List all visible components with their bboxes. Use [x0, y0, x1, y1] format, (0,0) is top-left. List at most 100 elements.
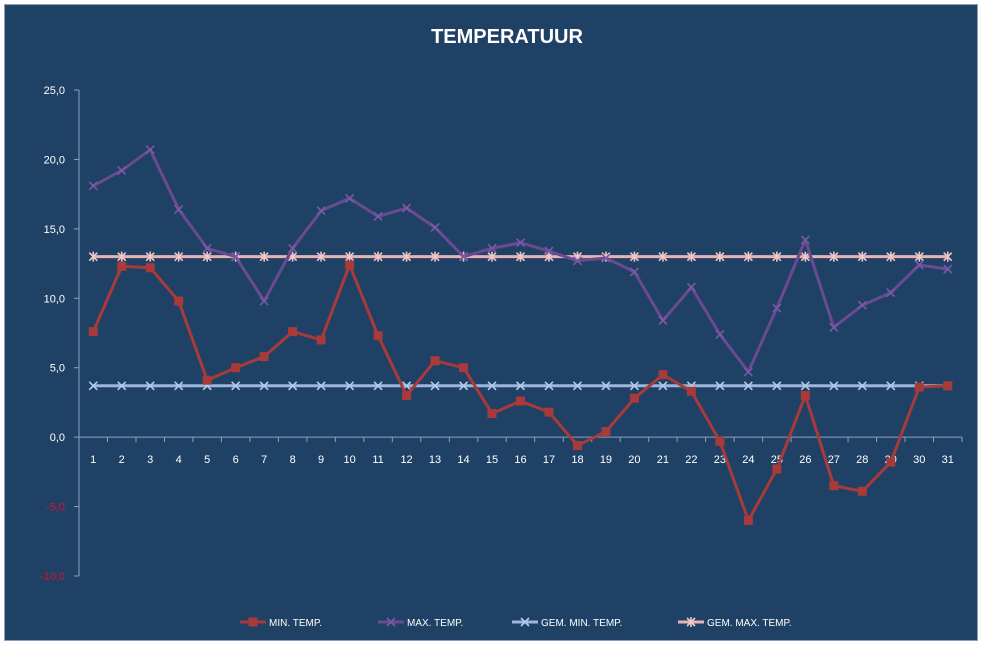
- data-point: [857, 381, 867, 391]
- data-point: [601, 253, 611, 263]
- data-point: [88, 327, 98, 337]
- data-point: [800, 390, 810, 400]
- data-point: [430, 222, 440, 233]
- series-max-temp: [88, 145, 953, 377]
- data-point: [202, 375, 212, 385]
- data-point: [373, 331, 383, 341]
- data-point: [202, 243, 212, 253]
- y-tick-label: -5,0: [46, 502, 65, 514]
- data-point: [857, 486, 867, 496]
- legend-entry: MIN. TEMP.: [240, 617, 322, 629]
- data-point: [145, 381, 155, 391]
- data-point: [316, 251, 326, 262]
- x-tick-label: 24: [742, 454, 754, 466]
- data-point: [544, 407, 554, 417]
- data-point: [373, 211, 383, 221]
- data-point: [88, 251, 98, 262]
- legend-marker: [686, 617, 696, 627]
- x-tick-label: 20: [628, 454, 640, 466]
- legend-entry: GEM. MAX. TEMP.: [678, 617, 792, 629]
- data-point: [829, 481, 839, 491]
- data-point: [316, 381, 326, 391]
- data-point: [117, 261, 127, 271]
- data-point: [259, 296, 269, 306]
- x-tick-label: 1: [90, 454, 96, 466]
- data-point: [515, 251, 526, 262]
- data-point: [288, 327, 298, 337]
- data-point: [800, 381, 810, 391]
- x-tick-label: 17: [543, 454, 555, 466]
- data-point: [629, 393, 639, 403]
- x-tick-label: 28: [856, 454, 868, 466]
- data-point: [914, 382, 924, 392]
- chart-title: TEMPERATUUR: [431, 26, 583, 48]
- data-point: [743, 381, 753, 391]
- data-point: [743, 251, 753, 262]
- data-point: [515, 238, 526, 248]
- y-tick-label: 25,0: [44, 85, 65, 97]
- x-tick-label: 10: [343, 454, 355, 466]
- data-point: [800, 251, 810, 262]
- data-point: [572, 256, 583, 266]
- x-tick-label: 7: [261, 454, 267, 466]
- x-tick-label: 6: [233, 454, 239, 466]
- x-tick-label: 2: [119, 454, 125, 466]
- series-min-temp: [88, 260, 953, 525]
- data-point: [88, 381, 98, 391]
- data-point: [88, 181, 98, 191]
- data-point: [174, 381, 184, 391]
- data-point: [886, 288, 896, 298]
- data-point: [316, 335, 326, 345]
- x-tick-label: 31: [942, 454, 954, 466]
- x-tick-label: 12: [400, 454, 412, 466]
- data-point: [544, 381, 554, 391]
- legend-label: MIN. TEMP.: [269, 618, 322, 629]
- data-point: [658, 370, 668, 380]
- legend-label: MAX. TEMP.: [407, 618, 463, 629]
- data-point: [117, 381, 127, 391]
- data-point: [829, 322, 839, 333]
- legend-marker: [520, 617, 530, 627]
- data-point: [174, 204, 184, 214]
- axes: -10,0-5,00,05,010,015,020,025,01 2 3 4 5 6 7 8 9…: [40, 85, 963, 583]
- x-tick-label: 21: [657, 454, 669, 466]
- y-tick-label: 0,0: [50, 432, 65, 444]
- data-point: [430, 251, 440, 262]
- x-tick-label: 18: [571, 454, 583, 466]
- x-tick-label: 4: [176, 454, 182, 466]
- y-tick-label: 5,0: [50, 363, 65, 375]
- data-point: [231, 381, 241, 391]
- data-point: [772, 303, 782, 313]
- data-point: [487, 381, 497, 391]
- data-point: [658, 251, 668, 262]
- data-point: [401, 203, 412, 213]
- data-point: [117, 165, 127, 176]
- data-point: [686, 251, 696, 262]
- data-point: [857, 251, 867, 262]
- data-point: [259, 352, 269, 362]
- data-point: [772, 464, 782, 474]
- data-point: [715, 381, 725, 391]
- data-point: [914, 251, 924, 262]
- x-tick-label: 23: [714, 454, 726, 466]
- data-point: [658, 315, 668, 326]
- data-point: [772, 251, 782, 262]
- data-point: [373, 251, 383, 262]
- data-point: [715, 329, 725, 339]
- data-point: [145, 145, 155, 155]
- data-point: [886, 457, 896, 467]
- data-point: [402, 390, 412, 400]
- data-point: [914, 260, 924, 270]
- data-point: [943, 264, 953, 274]
- data-point: [800, 235, 810, 245]
- data-point: [686, 386, 696, 396]
- data-point: [886, 381, 896, 391]
- legend-entry: MAX. TEMP.: [378, 617, 463, 629]
- data-point: [345, 260, 355, 270]
- x-tick-label: 19: [600, 454, 612, 466]
- data-point: [658, 381, 668, 391]
- data-point: [487, 251, 497, 262]
- data-point: [401, 251, 412, 262]
- x-tick-label: 16: [514, 454, 526, 466]
